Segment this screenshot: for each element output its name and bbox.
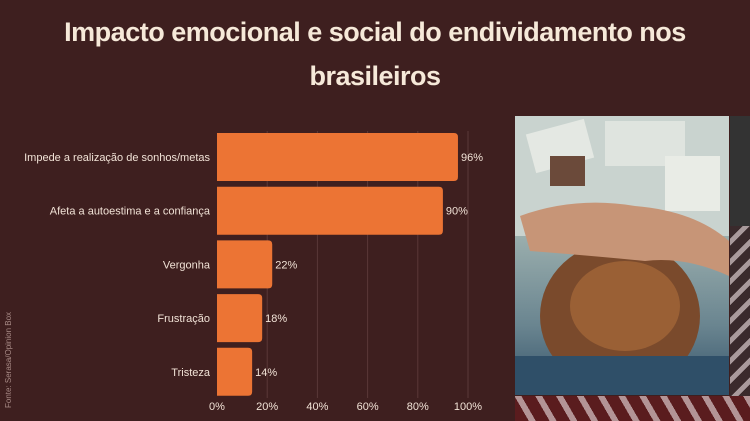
stressed-person-photo [515,116,729,395]
x-tick-label: 60% [357,401,379,413]
category-label: Afeta a autoestima e a confiança [50,206,211,218]
data-label: 96% [461,152,483,164]
bar [217,240,273,289]
photo-illustration [515,116,729,395]
x-tick-label: 80% [407,401,429,413]
data-label: 18% [265,313,287,325]
data-label: 14% [255,367,277,379]
data-label: 22% [275,259,297,271]
bar [217,347,253,396]
decor-stripes-bottom [515,396,750,421]
decor-panel [730,116,750,226]
data-label: 90% [446,206,468,218]
x-tick-label: 40% [306,401,328,413]
source-note: Fonte: Serasa/Opinion Box [4,311,13,408]
chart-title: Impacto emocional e social do endividame… [64,17,686,91]
x-tick-label: 0% [209,401,225,413]
category-label: Frustração [157,313,210,325]
category-label: Impede a realização de sonhos/metas [24,152,210,164]
decor-stripes-right [730,226,750,396]
x-tick-label: 20% [256,401,278,413]
bar [217,294,263,343]
bar [217,133,458,181]
x-tick-label: 100% [454,401,482,413]
bar [217,186,443,235]
category-label: Vergonha [163,259,211,271]
category-label: Tristeza [171,367,211,379]
